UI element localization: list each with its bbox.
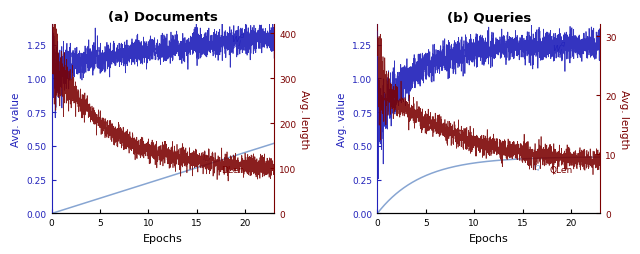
Text: $w_j^d$: $w_j^d$ <box>231 31 246 49</box>
Y-axis label: Avg. length: Avg. length <box>619 90 629 149</box>
Title: (b) Queries: (b) Queries <box>447 11 531 24</box>
Text: $w_j^q$: $w_j^q$ <box>552 41 566 58</box>
Y-axis label: Avg. value: Avg. value <box>337 92 347 147</box>
Text: $l_D$: $l_D$ <box>202 150 211 164</box>
Y-axis label: Avg. length: Avg. length <box>299 90 309 149</box>
X-axis label: Epochs: Epochs <box>468 233 509 243</box>
Text: QLen: QLen <box>550 165 573 174</box>
Y-axis label: Avg. value: Avg. value <box>11 92 21 147</box>
X-axis label: Epochs: Epochs <box>143 233 183 243</box>
Text: DLen: DLen <box>221 165 244 174</box>
Text: $l_Q$: $l_Q$ <box>532 159 542 174</box>
Title: (a) Documents: (a) Documents <box>108 11 218 24</box>
